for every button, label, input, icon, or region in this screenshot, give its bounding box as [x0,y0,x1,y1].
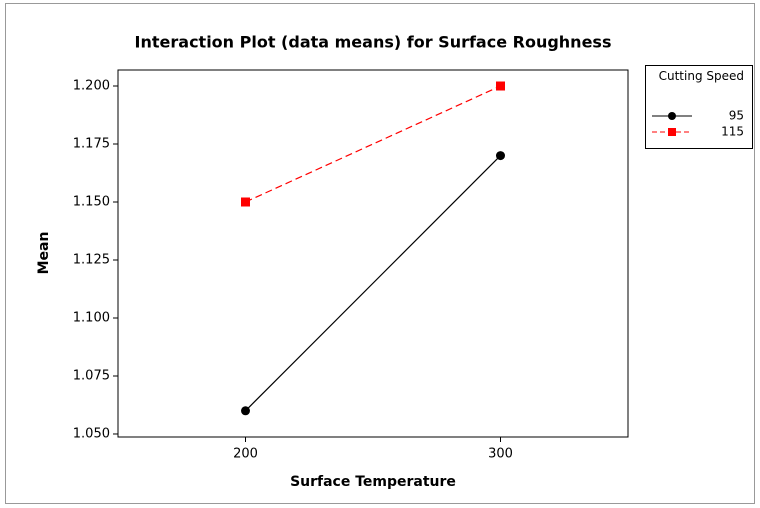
y-tick-label: 1.125 [73,252,110,267]
y-tick-label: 1.050 [73,426,110,441]
y-axis-label: Mean [36,232,52,275]
chart-title: Interaction Plot (data means) for Surfac… [135,33,612,52]
series-line [245,155,501,412]
legend-marker [668,128,676,136]
legend-title-box: Cutting Speed [658,69,744,83]
x-tick-label: 200 [233,447,258,462]
data-point [241,197,250,207]
legend-title: Cutting Speed [658,69,744,83]
legend-label: 115 [721,125,744,139]
y-tick-label: 1.175 [73,137,110,152]
y-tick-label: 1.100 [73,310,110,325]
series-line [245,85,501,203]
y-tick-label: 1.200 [73,79,110,94]
data-point [241,406,250,416]
x-tick-label: 300 [488,447,513,462]
y-tick-label: 1.075 [73,368,110,383]
data-point [496,151,505,161]
x-axis-label: Surface Temperature [290,474,456,490]
y-tick-label: 1.150 [73,194,110,209]
legend-marker [668,112,676,120]
legend-label: 95 [729,109,744,123]
plot-area [117,69,629,438]
data-point [496,81,505,91]
legend-box [645,65,753,149]
